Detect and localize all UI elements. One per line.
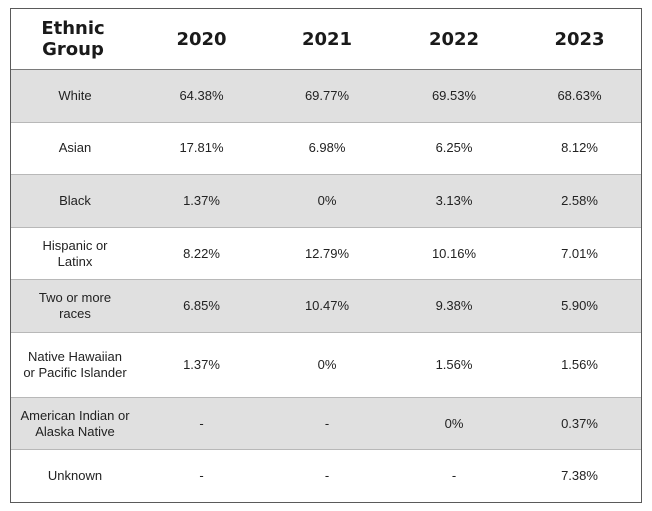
- header-ethnic-group: Ethnic Group: [41, 18, 105, 60]
- table-row: Black 1.37% 0% 3.13% 2.58%: [11, 174, 641, 228]
- group-cell: Two or more races: [11, 279, 139, 333]
- value-cell: 17.81%: [179, 140, 224, 156]
- value-cell: 3.13%: [390, 174, 518, 228]
- group-cell: Asian: [58, 140, 92, 156]
- group-cell: Unknown: [47, 468, 103, 484]
- value-cell: 7.38%: [561, 468, 598, 484]
- value-cell: -: [451, 468, 457, 484]
- value-cell: 0%: [264, 174, 390, 228]
- value-cell: 0.37%: [518, 397, 641, 450]
- value-cell: 69.53%: [390, 69, 518, 123]
- value-cell: 1.37%: [183, 356, 220, 372]
- ethnicity-table: Ethnic Group 2020 2021 2022 2023 White 6…: [11, 9, 641, 502]
- value-cell: 8.22%: [183, 245, 220, 261]
- value-cell: -: [264, 397, 390, 450]
- value-cell: 6.85%: [139, 279, 264, 333]
- header-2022: 2022: [428, 28, 480, 50]
- value-cell: 68.63%: [518, 69, 641, 123]
- value-cell: 8.12%: [561, 140, 598, 156]
- table-row: Unknown - - - 7.38%: [11, 450, 641, 502]
- group-cell: White: [11, 69, 139, 123]
- value-cell: 0%: [390, 397, 518, 450]
- header-2023: 2023: [554, 28, 605, 50]
- header-2021: 2021: [301, 28, 353, 50]
- table-row: Two or more races 6.85% 10.47% 9.38% 5.9…: [11, 279, 641, 333]
- group-cell: American Indian or Alaska Native: [11, 397, 139, 450]
- value-cell: 0%: [317, 356, 337, 372]
- table-row: American Indian or Alaska Native - - 0% …: [11, 397, 641, 450]
- group-cell: Hispanic or Latinx: [42, 237, 108, 269]
- value-cell: 10.47%: [264, 279, 390, 333]
- ethnicity-table-frame: Ethnic Group 2020 2021 2022 2023 White 6…: [10, 8, 642, 503]
- value-cell: 1.37%: [139, 174, 264, 228]
- value-cell: 6.98%: [308, 140, 346, 156]
- group-cell: Native Hawaiian or Pacific Islander: [23, 348, 127, 380]
- value-cell: -: [324, 468, 330, 484]
- value-cell: 69.77%: [264, 69, 390, 123]
- value-cell: 2.58%: [518, 174, 641, 228]
- value-cell: 6.25%: [435, 140, 473, 156]
- table-row: White 64.38% 69.77% 69.53% 68.63%: [11, 69, 641, 123]
- value-cell: 10.16%: [431, 245, 477, 261]
- value-cell: 64.38%: [139, 69, 264, 123]
- value-cell: 7.01%: [561, 245, 598, 261]
- table-row: Asian 17.81% 6.98% 6.25% 8.12%: [11, 122, 641, 175]
- header-row: Ethnic Group 2020 2021 2022 2023: [11, 9, 641, 70]
- group-cell: Black: [11, 174, 139, 228]
- value-cell: -: [139, 397, 264, 450]
- value-cell: 1.56%: [435, 356, 473, 372]
- header-2020: 2020: [176, 28, 227, 50]
- value-cell: 5.90%: [518, 279, 641, 333]
- table-row: Native Hawaiian or Pacific Islander 1.37…: [11, 332, 641, 398]
- value-cell: 1.56%: [561, 356, 598, 372]
- table-row: Hispanic or Latinx 8.22% 12.79% 10.16% 7…: [11, 227, 641, 280]
- value-cell: 9.38%: [390, 279, 518, 333]
- value-cell: -: [199, 468, 204, 484]
- value-cell: 12.79%: [304, 245, 350, 261]
